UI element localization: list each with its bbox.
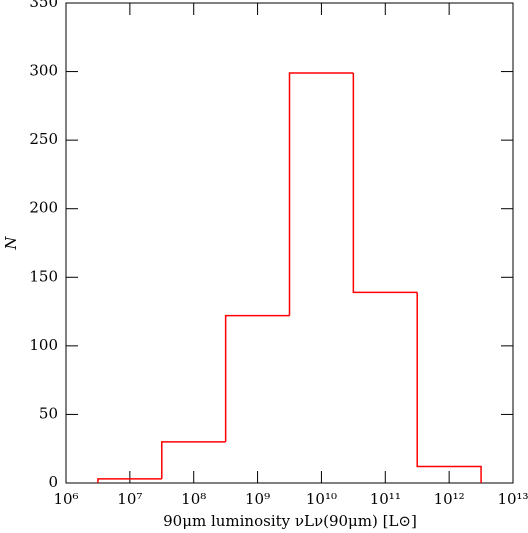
plot-frame [65,2,514,484]
y-tick-label: 250 [29,130,58,148]
x-axis-label: 90μm luminosity νLν(90μm) [L⊙] [163,512,417,530]
histogram-step [288,72,354,316]
y-tick-label: 150 [29,267,58,285]
x-tick-label: 10⁸ [181,490,206,508]
y-tick-label: 100 [29,336,58,354]
x-tick-label: 10¹⁰ [306,490,337,508]
histogram-step [161,441,226,479]
histogram-step [352,72,418,294]
y-tick-label: 200 [29,199,58,217]
y-tick-label: 300 [29,62,58,80]
x-tick-label: 10¹² [434,490,465,508]
x-tick-label: 10⁶ [53,490,78,508]
x-tick-label: 10¹¹ [370,490,401,508]
histogram-step [224,314,290,442]
y-tick-label: 0 [48,473,58,491]
y-tick-label: 50 [39,404,58,422]
x-tick-label: 10⁹ [245,490,270,508]
y-tick-label: 350 [29,0,58,11]
histogram-step [97,478,162,483]
y-axis-label: N [2,236,20,251]
x-tick-label: 10⁷ [117,490,142,508]
x-tick-label: 10¹³ [497,490,528,508]
histogram-step [416,292,482,483]
